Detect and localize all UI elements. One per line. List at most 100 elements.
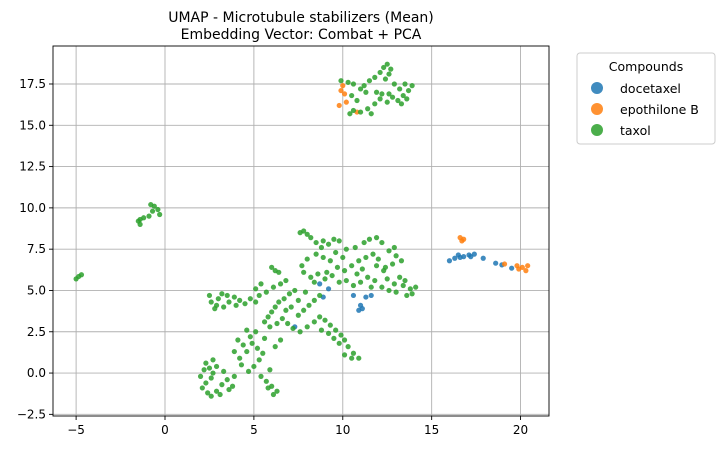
data-point — [468, 254, 474, 260]
data-point — [208, 393, 214, 399]
data-point — [347, 111, 353, 117]
chart-title: UMAP - Microtubule stabilizers (Mean) — [168, 10, 434, 26]
series-docetaxel — [292, 251, 515, 330]
data-point — [301, 307, 307, 313]
data-point — [366, 78, 373, 84]
data-point — [261, 319, 268, 325]
data-point — [386, 248, 392, 254]
y-tick-label: 10.0 — [19, 201, 46, 215]
data-point — [331, 236, 337, 242]
data-point — [269, 264, 275, 270]
data-point — [260, 350, 266, 356]
data-point — [253, 299, 259, 305]
data-point — [256, 357, 262, 363]
data-point — [205, 390, 211, 396]
data-point — [354, 271, 360, 277]
data-point — [304, 324, 310, 330]
data-point — [372, 277, 378, 284]
legend-label: taxol — [620, 123, 651, 138]
data-point — [350, 350, 357, 356]
data-point — [525, 263, 531, 269]
data-point — [229, 383, 236, 389]
data-point — [327, 258, 333, 264]
data-point — [215, 296, 221, 302]
data-point — [379, 284, 385, 290]
data-point — [386, 91, 392, 97]
data-point — [493, 260, 499, 266]
data-point — [402, 277, 408, 284]
data-point — [400, 282, 406, 289]
y-tick-label: 0.0 — [27, 366, 46, 380]
data-point — [373, 263, 380, 269]
data-point — [452, 255, 458, 261]
data-point — [270, 391, 277, 398]
data-point — [237, 297, 243, 303]
data-point — [231, 373, 237, 379]
data-point — [267, 324, 273, 330]
data-point — [372, 74, 378, 80]
data-point — [155, 206, 161, 213]
data-point — [320, 254, 326, 261]
data-point — [336, 102, 342, 109]
data-point — [349, 263, 355, 269]
data-point — [306, 302, 312, 308]
data-point — [231, 348, 237, 355]
data-point — [253, 286, 259, 292]
data-point — [382, 76, 389, 82]
data-point — [297, 329, 303, 335]
data-point — [226, 386, 232, 393]
data-points — [73, 61, 531, 399]
data-point — [345, 344, 351, 350]
legend-box — [576, 52, 716, 145]
data-point — [208, 299, 214, 305]
data-point — [292, 287, 298, 294]
y-tick-label: −2.5 — [17, 407, 46, 421]
data-point — [210, 370, 216, 376]
data-point — [398, 258, 405, 264]
data-point — [272, 304, 278, 310]
data-point — [343, 277, 349, 284]
data-point — [361, 239, 367, 246]
data-point — [413, 284, 419, 290]
data-point — [377, 96, 383, 102]
data-point — [404, 292, 410, 299]
data-point — [357, 302, 364, 308]
data-point — [375, 256, 381, 262]
data-point — [146, 213, 152, 219]
legend-marker — [591, 82, 603, 94]
data-point — [356, 258, 362, 264]
data-point — [357, 279, 364, 285]
data-point — [329, 272, 335, 279]
data-point — [334, 264, 341, 270]
data-point — [395, 97, 401, 104]
data-point — [221, 368, 227, 375]
data-point — [263, 289, 269, 295]
data-point — [301, 228, 307, 234]
series-taxol — [73, 61, 419, 399]
y-tick-label: 12.5 — [19, 160, 46, 174]
data-point — [304, 231, 310, 237]
data-point — [381, 268, 387, 274]
data-point — [283, 307, 289, 313]
data-point — [304, 256, 310, 262]
data-point — [277, 337, 284, 343]
data-point — [359, 266, 365, 272]
data-point — [221, 304, 227, 310]
data-point — [324, 269, 330, 275]
data-point — [274, 320, 280, 327]
data-point — [516, 266, 522, 272]
data-point — [350, 107, 357, 114]
data-point — [317, 292, 323, 299]
y-tick-label: 15.0 — [19, 118, 46, 132]
data-point — [201, 367, 207, 373]
data-point — [404, 96, 410, 102]
data-point — [313, 239, 319, 246]
data-point — [384, 99, 390, 105]
data-point — [258, 373, 264, 379]
data-point — [480, 255, 486, 261]
data-point — [372, 101, 378, 107]
data-point — [322, 276, 328, 282]
data-point — [333, 249, 339, 256]
data-point — [340, 83, 346, 89]
data-point — [281, 296, 287, 302]
